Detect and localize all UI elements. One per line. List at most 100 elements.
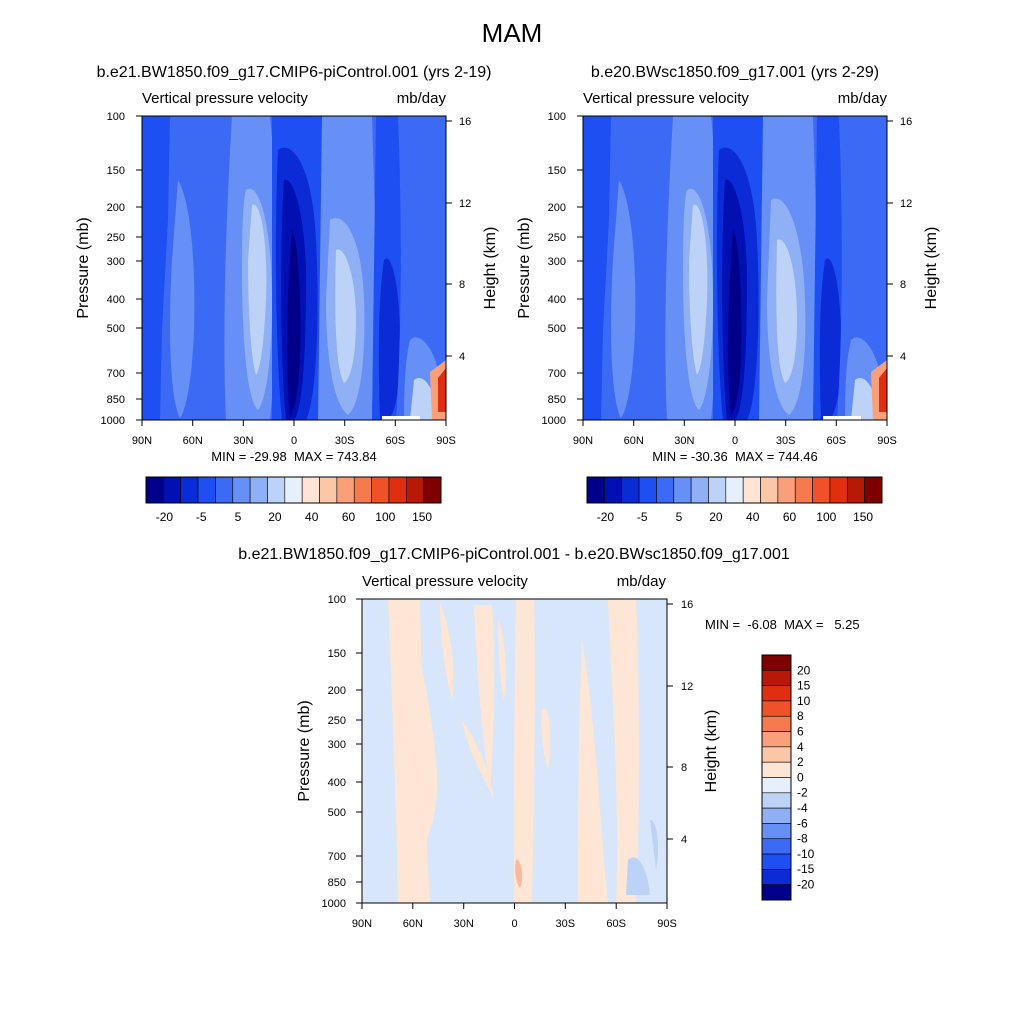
panel-1-colorbar-swatch [197,476,216,504]
panel-2-variable-label: Vertical pressure velocity [583,90,749,107]
panel-1-ytick-label: 400 [107,294,125,306]
panel-1-colorbar-swatch [319,476,338,504]
panel-2-height-tick-label: 8 [900,279,906,291]
panel-3-ytick-label: 700 [328,851,346,863]
panel-3-height-tick-label: 12 [681,681,693,693]
panel-3-colorbar-swatch [761,777,792,794]
panel-1: b.e21.BW1850.f09_g17.CMIP6-piControl.001… [75,64,499,524]
panel-2-colorbar-swatch [708,476,727,504]
panel-3-min-max-label: MIN = -6.08 MAX = 5.25 [705,617,860,632]
panel-2-colorbar-swatch [725,476,744,504]
panel-1-ytick-label: 1000 [101,415,125,427]
panel-2-xtick-label: 0 [732,435,738,447]
panel-2-colorbar-swatch [690,476,709,504]
panel-3-colorbar-label: 0 [797,770,804,784]
panel-3-colorbar-swatch [761,746,792,763]
panel-1-colorbar-swatch [267,476,286,504]
panel-1-axes: 100 150 200 250 300 400 500 700 850 1000… [101,111,472,447]
panel-1-xtick-label: 60S [386,435,406,447]
panel-1-ytick-label: 250 [107,232,125,244]
panel-3-colorbar: 20 15 10 8 6 4 2 0 -2 -4 -6 -8 -10 -15 -… [761,654,815,901]
panel-3-variable-label: Vertical pressure velocity [362,573,528,590]
panel-1-colorbar-swatch [388,476,407,504]
panel-2-colorbar-label: 20 [709,510,723,524]
panel-2-colorbar-label: 100 [816,510,836,524]
panel-3-colorbar-swatch [761,761,792,778]
panel-1-colorbar-swatch [405,476,424,504]
panel-1-ytick-label: 150 [107,165,125,177]
panel-1-colorbar-swatch [163,476,182,504]
panel-1-height-tick-label: 12 [459,198,471,210]
panel-2-title: b.e20.BWsc1850.f09_g17.001 (yrs 2-29) [591,64,879,81]
panel-2-ytick-label: 1000 [542,415,566,427]
panel-3-ytick-label: 200 [328,685,346,697]
panel-1-ytick-label: 850 [107,394,125,406]
panel-2-height-tick-label: 4 [900,351,906,363]
panel-2-ytick-label: 700 [548,368,566,380]
panel-3-colorbar-swatch [761,792,792,809]
panel-1-colorbar-swatch [232,476,251,504]
panel-1-colorbar-swatch [423,476,442,504]
panel-2-xtick-label: 90S [877,435,897,447]
panel-2-colorbar-swatch [586,476,605,504]
panel-1-colorbar-swatch [145,476,164,504]
panel-2-xtick-label: 30S [776,435,796,447]
panel-1-ytick-label: 200 [107,202,125,214]
panel-3-colorbar-label: 10 [797,694,811,708]
panel-3-xtick-label: 90S [657,918,677,930]
panel-2-ytick-label: 250 [548,232,566,244]
panel-1-colorbar-swatch [249,476,268,504]
panel-1-xtick-label: 60N [183,435,203,447]
panel-3-colorbar-label: -4 [797,801,808,815]
panel-2-axes: 100 150 200 250 300 400 500 700 850 1000… [542,111,913,447]
panel-3-colorbar-swatch [761,670,792,686]
panel-1-height-tick-label: 8 [459,279,465,291]
panel-2-xtick-label: 60N [624,435,644,447]
panel-3-xtick-label: 30N [454,918,474,930]
panel-3-colorbar-label: -15 [797,862,815,876]
panel-3-colorbar-label: 15 [797,679,811,693]
panel-2-colorbar-swatch [794,476,813,504]
panel-3-colorbar-label: 8 [797,709,804,723]
panel-1-colorbar-swatch [284,476,303,504]
panel-1-ytick-label: 500 [107,323,125,335]
panel-3-xtick-label: 60N [403,918,423,930]
panel-1-colorbar-swatch [301,476,320,504]
panel-2-colorbar-swatch [638,476,657,504]
panel-1-colorbar-label: 20 [268,510,282,524]
panel-2-colorbar-swatch [656,476,675,504]
panel-2-ytick-label: 100 [548,111,566,123]
panel-1-right-axis-label: Height (km) [482,227,499,310]
panel-2-ytick-label: 200 [548,202,566,214]
panel-3-ytick-label: 500 [328,807,346,819]
panel-2-colorbar-swatch [742,476,761,504]
panel-3-xtick-label: 60S [606,918,626,930]
panel-3-axes: 100 150 200 250 300 400 500 700 850 1000… [322,594,694,930]
panel-1-colorbar-label: 100 [375,510,395,524]
panel-1-ytick-label: 300 [107,256,125,268]
panel-1-min-max-label: MIN = -29.98 MAX = 743.84 [211,449,376,464]
panel-1-colorbar-swatch [215,476,234,504]
panel-3-ytick-label: 100 [328,594,346,606]
panel-2-min-max-label: MIN = -30.36 MAX = 744.46 [652,449,817,464]
panel-1-colorbar-swatch [371,476,390,504]
panel-2-units-label: mb/day [838,90,888,107]
panel-3-colorbar-swatch [761,838,792,855]
panel-3-height-tick-label: 16 [681,599,693,611]
panel-2-colorbar-swatch [812,476,831,504]
panel-2-right-axis-label: Height (km) [923,227,940,310]
panel-3-colorbar-label: -6 [797,816,808,830]
panel-2-ytick-label: 150 [548,165,566,177]
panel-3-ytick-label: 1000 [322,898,346,910]
figure-title: MAM [482,18,543,48]
panel-1-xtick-label: 0 [291,435,297,447]
panel-1-colorbar-swatch [336,476,355,504]
panel-2-colorbar-label: 5 [676,510,683,524]
panel-3-units-label: mb/day [617,573,667,590]
panel-1-xtick-label: 90N [132,435,152,447]
panel-3-colorbar-swatch [761,731,792,748]
panel-3-colorbar-label: -2 [797,786,808,800]
panel-2-colorbar-swatch [760,476,779,504]
panel-2-colorbar-swatch [829,476,848,504]
